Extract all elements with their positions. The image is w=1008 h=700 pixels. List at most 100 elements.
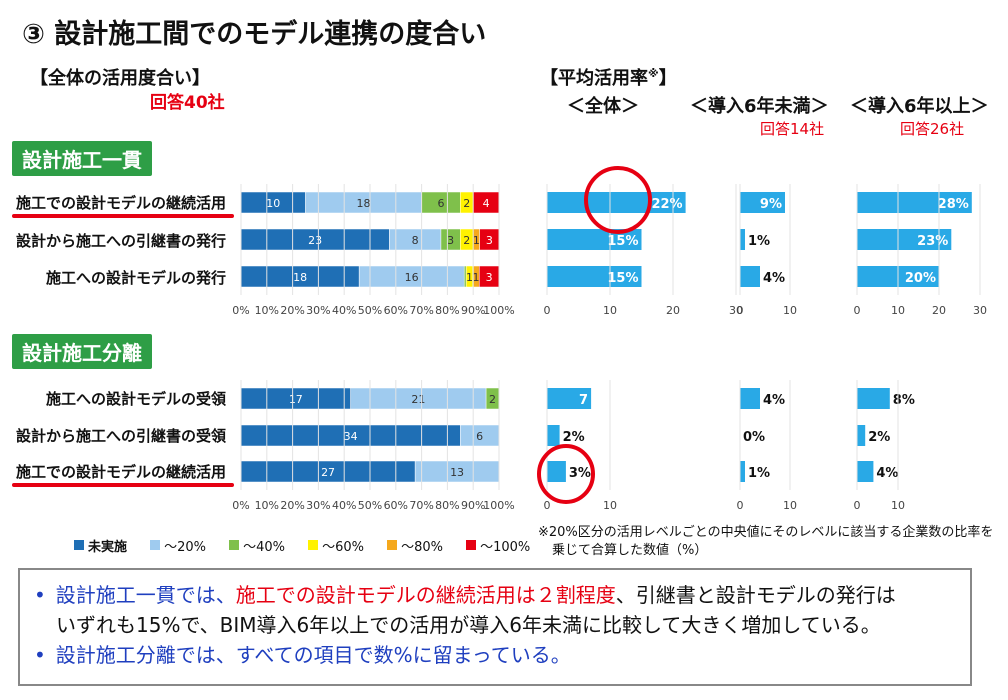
avg-rate-header: 【平均活用率※】 [540, 64, 677, 90]
legend: 未実施 ～20% ～40% ～60% ～80% ～100% [74, 535, 548, 555]
x-tick-label: 50% [358, 499, 382, 512]
segment-value-label: 6 [437, 197, 444, 210]
x-tick-label: 100% [483, 304, 514, 317]
overall-usage-header: 【全体の活用度合い】 [30, 68, 210, 89]
summary-line: いずれも15%で、BIM導入6年以上での活用が導入6年未満に比較して大きく増加し… [56, 613, 881, 637]
row-highlight-underline [12, 483, 234, 487]
avg-rate-label: 4% [876, 466, 898, 481]
legend-label: ～20% [164, 539, 207, 555]
avg-rate-label: 7 [579, 393, 588, 408]
summary-text: 設計施工一貫では、 [55, 583, 236, 607]
segment-value-label: 1 [466, 271, 473, 284]
avg-rate-label: 3% [569, 466, 591, 481]
avg-rate-bar [857, 192, 972, 213]
row-label: 設計から施工への引継書の発行 [15, 232, 226, 250]
segment-value-label: 34 [344, 430, 358, 443]
avg-rate-bar [857, 388, 890, 409]
col-ge6-count: 回答26社 [900, 120, 965, 138]
x-tick-label: 10 [783, 499, 797, 512]
x-tick-label: 60% [384, 304, 408, 317]
col-all-label: ＜全体＞ [567, 96, 639, 117]
col-lt6-count: 回答14社 [760, 120, 825, 138]
section-integrated: 設計施工一貫 [12, 141, 152, 176]
segment-value-label: 2 [489, 393, 496, 406]
bullet: • [34, 583, 46, 607]
segment-value-label: 23 [308, 234, 322, 247]
row-label: 施工での設計モデルの継続活用 [15, 463, 226, 481]
avg-rate-bar [547, 425, 560, 446]
section-separated: 設計施工分離 [12, 334, 152, 369]
summary-line: • 設計施工一貫では、施工での設計モデルの継続活用は２割程度、引継書と設計モデルの… [34, 580, 956, 610]
segment-value-label: 4 [483, 197, 490, 210]
avg-rate-header-close: 】 [658, 68, 677, 89]
x-tick-label: 10 [891, 304, 905, 317]
row-label: 施工での設計モデルの継続活用 [15, 194, 226, 212]
summary-highlight: 施工での設計モデルの継続活用は２割程度 [235, 583, 616, 607]
overall-response-count: 回答40社 [150, 93, 225, 113]
legend-swatch [466, 540, 477, 550]
avg-rate-bar [547, 266, 642, 287]
summary-box: • 設計施工一貫では、施工での設計モデルの継続活用は２割程度、引継書と設計モデルの… [18, 568, 972, 686]
avg-rate-label: 4% [763, 393, 785, 408]
segment-value-label: 18 [357, 197, 371, 210]
avg-rate-label: 20% [905, 271, 936, 286]
x-tick-label: 20% [280, 499, 304, 512]
footnote: ※20%区分の活用レベルごとの中央値にそのレベルに該当する企業数の比率を 乗じて… [538, 524, 993, 560]
x-tick-label: 80% [435, 304, 459, 317]
x-tick-label: 10 [603, 499, 617, 512]
legend-item: ～40% [229, 536, 285, 555]
summary-text: 設計施工分離では、すべての項目で数%に留まっている。 [55, 643, 571, 667]
avg-rate-bar [740, 388, 760, 409]
legend-swatch [229, 540, 240, 550]
legend-item: ～20% [150, 536, 206, 555]
x-tick-label: 0 [544, 304, 551, 317]
x-tick-label: 0% [232, 499, 249, 512]
avg-rate-label: 0% [743, 430, 765, 445]
avg-rate-bar [740, 461, 745, 482]
avg-rate-label: 1% [748, 466, 770, 481]
avg-rate-label: 2% [563, 430, 585, 445]
legend-label: ～100% [480, 539, 531, 555]
segment-value-label: 18 [293, 271, 307, 284]
chart-canvas: 10 18 6 2 4 22% 9% 28%23 8 3 2 1 3 15% 1% 23%18 16 1 1 3 15%… [232, 166, 987, 512]
x-tick-label: 30% [306, 304, 330, 317]
x-tick-label: 20 [666, 304, 680, 317]
avg-rate-label: 23% [917, 234, 948, 249]
segment-value-label: 3 [486, 234, 493, 247]
x-tick-label: 40% [332, 304, 356, 317]
row-label: 施工への設計モデルの発行 [45, 269, 226, 287]
avg-rate-bar [857, 229, 952, 250]
x-tick-label: 0 [854, 304, 861, 317]
legend-label: ～80% [401, 539, 444, 555]
x-tick-label: 10 [783, 304, 797, 317]
x-tick-label: 0 [544, 499, 551, 512]
segment-value-label: 2 [463, 234, 470, 247]
avg-rate-label: 28% [938, 197, 969, 212]
x-tick-label: 30 [973, 304, 987, 317]
summary-text: 、引継書と設計モデルの発行は [615, 583, 896, 607]
x-tick-label: 90% [461, 304, 485, 317]
segment-value-label: 1 [473, 234, 480, 247]
x-tick-label: 0 [737, 304, 744, 317]
x-tick-label: 0 [737, 499, 744, 512]
x-tick-label: 10 [891, 499, 905, 512]
x-tick-label: 10% [255, 499, 279, 512]
segment-value-label: 16 [405, 271, 419, 284]
avg-rate-label: 1% [748, 234, 770, 249]
segment-value-label: 21 [411, 393, 425, 406]
avg-rate-label: 15% [607, 234, 638, 249]
avg-rate-bar [857, 461, 874, 482]
segment-value-label: 1 [473, 271, 480, 284]
legend-item: ～60% [308, 536, 364, 555]
avg-rate-bar [547, 461, 566, 482]
avg-rate-bar [740, 266, 760, 287]
x-tick-label: 40% [332, 499, 356, 512]
segment-value-label: 3 [486, 271, 493, 284]
avg-rate-label: 4% [763, 271, 785, 286]
x-tick-label: 70% [409, 304, 433, 317]
avg-rate-bar [857, 425, 866, 446]
highlight-circle [584, 166, 652, 234]
x-tick-label: 30% [306, 499, 330, 512]
x-tick-label: 0 [854, 499, 861, 512]
segment-value-label: 2 [463, 197, 470, 210]
